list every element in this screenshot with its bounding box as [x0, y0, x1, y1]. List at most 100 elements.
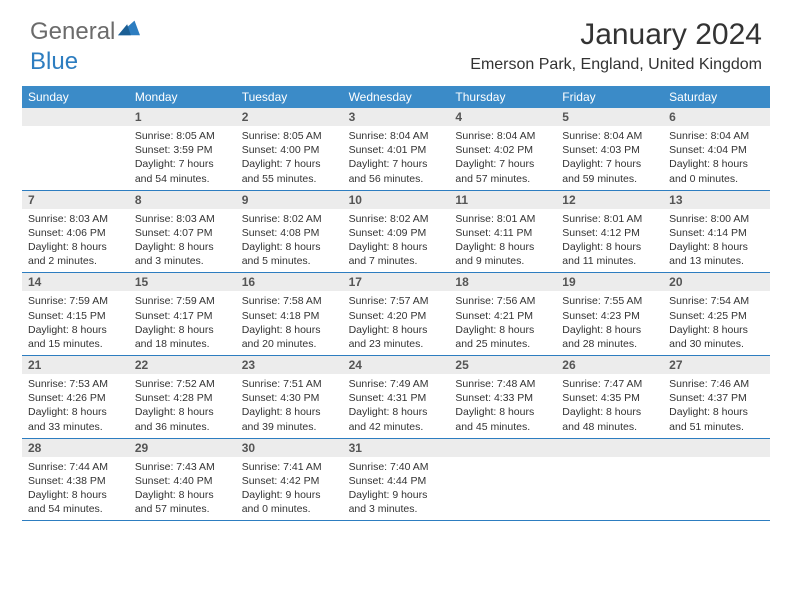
day-details: Sunrise: 8:04 AMSunset: 4:02 PMDaylight:… — [449, 126, 556, 186]
day-cell — [449, 439, 556, 522]
day-details: Sunrise: 8:04 AMSunset: 4:03 PMDaylight:… — [556, 126, 663, 186]
day-cell: 15Sunrise: 7:59 AMSunset: 4:17 PMDayligh… — [129, 273, 236, 356]
day-number: 31 — [343, 439, 450, 457]
day-cell: 29Sunrise: 7:43 AMSunset: 4:40 PMDayligh… — [129, 439, 236, 522]
day-number: 11 — [449, 191, 556, 209]
day-number: 26 — [556, 356, 663, 374]
day-number: 7 — [22, 191, 129, 209]
dayname-tuesday: Tuesday — [236, 86, 343, 108]
day-details: Sunrise: 7:58 AMSunset: 4:18 PMDaylight:… — [236, 291, 343, 351]
day-number: 16 — [236, 273, 343, 291]
day-details: Sunrise: 7:48 AMSunset: 4:33 PMDaylight:… — [449, 374, 556, 434]
day-number — [663, 439, 770, 457]
day-number: 5 — [556, 108, 663, 126]
day-cell: 10Sunrise: 8:02 AMSunset: 4:09 PMDayligh… — [343, 191, 450, 274]
day-number: 13 — [663, 191, 770, 209]
day-details: Sunrise: 8:02 AMSunset: 4:08 PMDaylight:… — [236, 209, 343, 269]
logo-text-general: General — [30, 18, 115, 46]
day-cell: 9Sunrise: 8:02 AMSunset: 4:08 PMDaylight… — [236, 191, 343, 274]
day-details: Sunrise: 7:57 AMSunset: 4:20 PMDaylight:… — [343, 291, 450, 351]
dayname-friday: Friday — [556, 86, 663, 108]
day-details: Sunrise: 8:01 AMSunset: 4:11 PMDaylight:… — [449, 209, 556, 269]
day-details: Sunrise: 8:03 AMSunset: 4:06 PMDaylight:… — [22, 209, 129, 269]
day-details: Sunrise: 8:00 AMSunset: 4:14 PMDaylight:… — [663, 209, 770, 269]
day-cell: 25Sunrise: 7:48 AMSunset: 4:33 PMDayligh… — [449, 356, 556, 439]
dayname-row: SundayMondayTuesdayWednesdayThursdayFrid… — [22, 86, 770, 108]
day-details: Sunrise: 7:46 AMSunset: 4:37 PMDaylight:… — [663, 374, 770, 434]
day-number: 4 — [449, 108, 556, 126]
dayname-thursday: Thursday — [449, 86, 556, 108]
title-block: January 2024 Emerson Park, England, Unit… — [470, 18, 762, 74]
day-number: 8 — [129, 191, 236, 209]
day-number: 25 — [449, 356, 556, 374]
day-details: Sunrise: 8:04 AMSunset: 4:01 PMDaylight:… — [343, 126, 450, 186]
day-details: Sunrise: 7:47 AMSunset: 4:35 PMDaylight:… — [556, 374, 663, 434]
day-number — [22, 108, 129, 126]
logo-text-blue-wrap: Blue — [30, 48, 78, 76]
day-cell: 8Sunrise: 8:03 AMSunset: 4:07 PMDaylight… — [129, 191, 236, 274]
day-cell: 26Sunrise: 7:47 AMSunset: 4:35 PMDayligh… — [556, 356, 663, 439]
day-cell — [663, 439, 770, 522]
day-cell: 13Sunrise: 8:00 AMSunset: 4:14 PMDayligh… — [663, 191, 770, 274]
day-details: Sunrise: 8:01 AMSunset: 4:12 PMDaylight:… — [556, 209, 663, 269]
day-details: Sunrise: 8:05 AMSunset: 3:59 PMDaylight:… — [129, 126, 236, 186]
day-details: Sunrise: 8:03 AMSunset: 4:07 PMDaylight:… — [129, 209, 236, 269]
day-cell: 19Sunrise: 7:55 AMSunset: 4:23 PMDayligh… — [556, 273, 663, 356]
day-number: 12 — [556, 191, 663, 209]
week-row: 21Sunrise: 7:53 AMSunset: 4:26 PMDayligh… — [22, 356, 770, 439]
day-details: Sunrise: 8:02 AMSunset: 4:09 PMDaylight:… — [343, 209, 450, 269]
day-number: 1 — [129, 108, 236, 126]
day-number: 10 — [343, 191, 450, 209]
week-row: 14Sunrise: 7:59 AMSunset: 4:15 PMDayligh… — [22, 273, 770, 356]
month-title: January 2024 — [470, 18, 762, 52]
day-number: 30 — [236, 439, 343, 457]
day-details: Sunrise: 7:52 AMSunset: 4:28 PMDaylight:… — [129, 374, 236, 434]
day-number: 22 — [129, 356, 236, 374]
day-cell: 16Sunrise: 7:58 AMSunset: 4:18 PMDayligh… — [236, 273, 343, 356]
day-details: Sunrise: 7:49 AMSunset: 4:31 PMDaylight:… — [343, 374, 450, 434]
day-number: 6 — [663, 108, 770, 126]
day-number: 29 — [129, 439, 236, 457]
dayname-monday: Monday — [129, 86, 236, 108]
day-cell: 22Sunrise: 7:52 AMSunset: 4:28 PMDayligh… — [129, 356, 236, 439]
day-details: Sunrise: 8:05 AMSunset: 4:00 PMDaylight:… — [236, 126, 343, 186]
dayname-wednesday: Wednesday — [343, 86, 450, 108]
day-cell: 21Sunrise: 7:53 AMSunset: 4:26 PMDayligh… — [22, 356, 129, 439]
day-cell: 27Sunrise: 7:46 AMSunset: 4:37 PMDayligh… — [663, 356, 770, 439]
day-cell: 17Sunrise: 7:57 AMSunset: 4:20 PMDayligh… — [343, 273, 450, 356]
day-number: 17 — [343, 273, 450, 291]
brand-logo: General — [30, 18, 141, 46]
day-number: 9 — [236, 191, 343, 209]
day-cell: 20Sunrise: 7:54 AMSunset: 4:25 PMDayligh… — [663, 273, 770, 356]
day-number: 20 — [663, 273, 770, 291]
logo-shape-icon — [116, 23, 140, 41]
day-details: Sunrise: 7:53 AMSunset: 4:26 PMDaylight:… — [22, 374, 129, 434]
day-details: Sunrise: 7:59 AMSunset: 4:17 PMDaylight:… — [129, 291, 236, 351]
weeks-container: 1Sunrise: 8:05 AMSunset: 3:59 PMDaylight… — [22, 108, 770, 521]
day-cell: 28Sunrise: 7:44 AMSunset: 4:38 PMDayligh… — [22, 439, 129, 522]
day-number: 18 — [449, 273, 556, 291]
day-number — [556, 439, 663, 457]
dayname-saturday: Saturday — [663, 86, 770, 108]
day-cell: 1Sunrise: 8:05 AMSunset: 3:59 PMDaylight… — [129, 108, 236, 191]
day-number — [449, 439, 556, 457]
day-cell: 23Sunrise: 7:51 AMSunset: 4:30 PMDayligh… — [236, 356, 343, 439]
day-cell: 24Sunrise: 7:49 AMSunset: 4:31 PMDayligh… — [343, 356, 450, 439]
day-details: Sunrise: 7:59 AMSunset: 4:15 PMDaylight:… — [22, 291, 129, 351]
day-cell: 5Sunrise: 8:04 AMSunset: 4:03 PMDaylight… — [556, 108, 663, 191]
day-number: 24 — [343, 356, 450, 374]
day-number: 27 — [663, 356, 770, 374]
day-details: Sunrise: 7:55 AMSunset: 4:23 PMDaylight:… — [556, 291, 663, 351]
day-cell: 18Sunrise: 7:56 AMSunset: 4:21 PMDayligh… — [449, 273, 556, 356]
logo-text-blue: Blue — [30, 48, 78, 75]
day-details: Sunrise: 7:54 AMSunset: 4:25 PMDaylight:… — [663, 291, 770, 351]
day-number: 15 — [129, 273, 236, 291]
day-details: Sunrise: 7:56 AMSunset: 4:21 PMDaylight:… — [449, 291, 556, 351]
day-cell: 12Sunrise: 8:01 AMSunset: 4:12 PMDayligh… — [556, 191, 663, 274]
day-cell: 14Sunrise: 7:59 AMSunset: 4:15 PMDayligh… — [22, 273, 129, 356]
day-cell: 6Sunrise: 8:04 AMSunset: 4:04 PMDaylight… — [663, 108, 770, 191]
day-number: 2 — [236, 108, 343, 126]
calendar: SundayMondayTuesdayWednesdayThursdayFrid… — [22, 86, 770, 521]
day-details: Sunrise: 7:44 AMSunset: 4:38 PMDaylight:… — [22, 457, 129, 517]
week-row: 7Sunrise: 8:03 AMSunset: 4:06 PMDaylight… — [22, 191, 770, 274]
